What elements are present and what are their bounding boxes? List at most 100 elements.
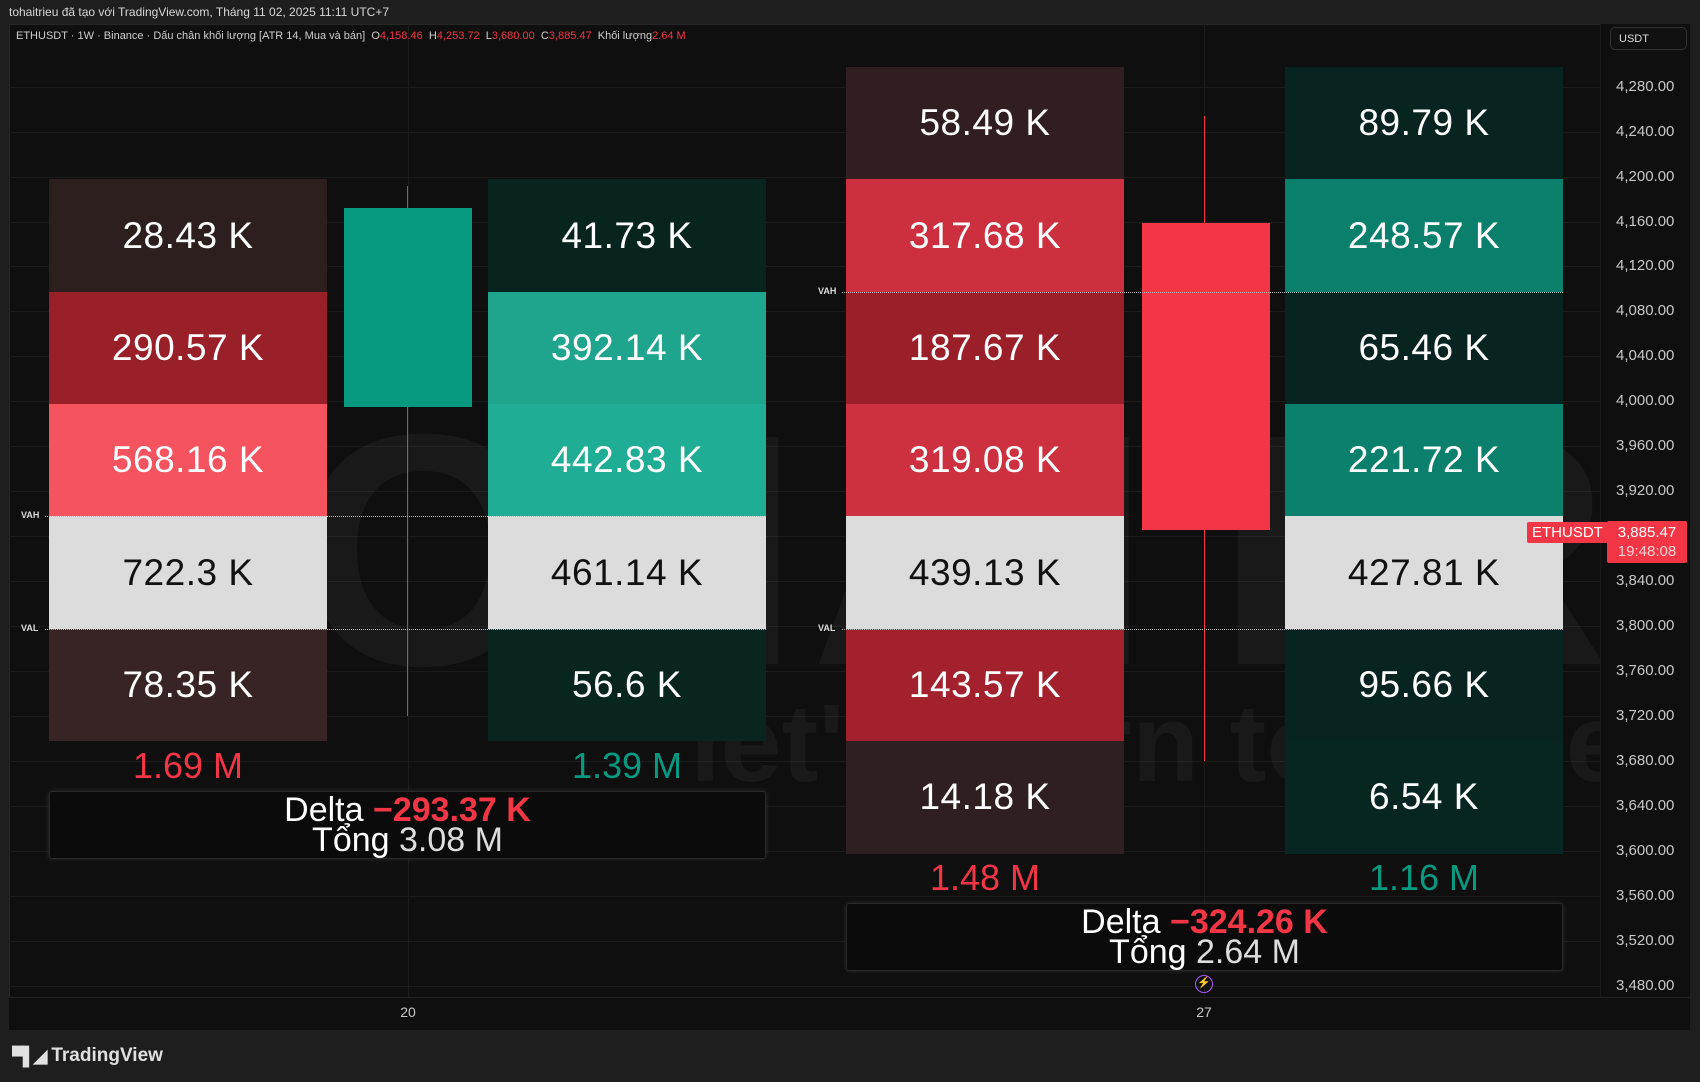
total-row: Tổng 3.08 M: [312, 823, 503, 857]
delta-box: Delta −324.26 K Tổng 2.64 M: [846, 903, 1563, 972]
high-value: 4,253.72: [436, 30, 480, 42]
grid-line: [9, 805, 1600, 807]
grid-line: [9, 131, 1600, 133]
price-tick: 4,040.00: [1616, 347, 1675, 365]
candle-body[interactable]: [344, 208, 472, 407]
grid-line: [9, 221, 1600, 223]
val-line: [842, 628, 1563, 630]
close-label: C: [540, 30, 549, 42]
buy-volume-cell[interactable]: 6.54 K: [1285, 740, 1563, 854]
grid-line: [9, 176, 1600, 178]
sell-volume-cell[interactable]: 319.08 K: [846, 403, 1124, 517]
close-value: 3,885.47: [548, 30, 592, 42]
price-tick: 4,000.00: [1616, 392, 1675, 410]
val-label: VAL: [21, 622, 39, 633]
price-tick: 3,920.00: [1616, 482, 1675, 500]
price-tick: 4,080.00: [1616, 302, 1675, 320]
sell-volume-cell[interactable]: 143.57 K: [846, 628, 1124, 742]
buy-total: 1.16 M: [1368, 857, 1480, 899]
price-axis[interactable]: [1600, 24, 1690, 997]
delta-box: Delta −293.37 K Tổng 3.08 M: [49, 790, 766, 859]
buy-volume-cell[interactable]: 41.73 K: [488, 179, 766, 293]
delta-label: Delta: [284, 790, 364, 829]
delta-value: −293.37 K: [372, 790, 531, 829]
val-label: VAL: [818, 622, 836, 633]
buy-volume-cell[interactable]: 392.14 K: [488, 291, 766, 405]
sell-volume-cell[interactable]: 317.68 K: [846, 179, 1124, 293]
grid-line: [9, 895, 1600, 897]
price-tick: 4,120.00: [1616, 257, 1675, 275]
symbol-price-tag: ETHUSDT: [1527, 522, 1608, 543]
volume-value: 2.64 M: [652, 30, 686, 42]
time-axis[interactable]: [9, 997, 1690, 1030]
price-tick: 3,840.00: [1616, 572, 1675, 590]
volume-label: Khối lượng: [597, 30, 653, 42]
sell-volume-cell[interactable]: 568.16 K: [49, 403, 327, 517]
buy-volume-cell[interactable]: 461.14 K: [488, 516, 766, 629]
price-tick: 3,680.00: [1616, 751, 1675, 769]
sell-volume-cell[interactable]: 78.35 K: [49, 628, 327, 742]
buy-volume-cell[interactable]: 56.6 K: [488, 628, 766, 742]
total-value: 3.08 M: [399, 820, 503, 859]
sell-volume-cell[interactable]: 28.43 K: [49, 179, 327, 293]
delta-row: Delta −293.37 K: [284, 793, 531, 827]
sell-volume-cell[interactable]: 290.57 K: [49, 291, 327, 405]
price-tick: 3,560.00: [1616, 886, 1675, 904]
low-value: 3,680.00: [491, 30, 535, 42]
grid-line: [408, 24, 409, 997]
grid-line: [9, 266, 1600, 268]
buy-volume-cell[interactable]: 442.83 K: [488, 403, 766, 517]
buy-volume-cell[interactable]: 248.57 K: [1285, 179, 1563, 293]
total-label: Tổng: [312, 820, 390, 859]
sell-volume-cell[interactable]: 187.67 K: [846, 291, 1124, 405]
total-label: Tổng: [1109, 933, 1187, 972]
sell-total: 1.69 M: [132, 744, 244, 786]
grid-line: [9, 311, 1600, 313]
price-tick: 3,640.00: [1616, 796, 1675, 814]
vah-line: [45, 516, 766, 518]
grid-line: [9, 401, 1600, 403]
buy-volume-cell[interactable]: 89.79 K: [1285, 67, 1563, 180]
sell-volume-cell[interactable]: 439.13 K: [846, 516, 1124, 629]
candle-wick: [407, 185, 408, 716]
buy-volume-cell[interactable]: 95.66 K: [1285, 628, 1563, 742]
grid-line: [9, 760, 1600, 762]
grid-line: [9, 850, 1600, 852]
price-tick: 3,600.00: [1616, 841, 1675, 859]
time-label: 20: [400, 1004, 416, 1020]
grid-line: [9, 86, 1600, 88]
grid-line: [9, 670, 1600, 672]
price-tick: 4,160.00: [1616, 212, 1675, 230]
sell-volume-cell[interactable]: 14.18 K: [846, 740, 1124, 854]
price-tick: 3,480.00: [1616, 976, 1675, 994]
vah-label: VAH: [21, 510, 40, 521]
buy-volume-cell[interactable]: 221.72 K: [1285, 403, 1563, 517]
chart-legend[interactable]: ETHUSDT · 1W · Binance · Dấu chân khối l…: [16, 30, 686, 42]
candle-body[interactable]: [1142, 223, 1270, 530]
tradingview-logo[interactable]: ▀▌◢ TradingView: [12, 1045, 163, 1067]
sell-volume-cell[interactable]: 58.49 K: [846, 67, 1124, 180]
price-tick: 3,520.00: [1616, 931, 1675, 949]
grid-line: [9, 446, 1600, 448]
grid-line: [9, 581, 1600, 583]
high-label: H: [428, 30, 437, 42]
price-tick: 4,240.00: [1616, 122, 1675, 140]
buy-volume-cell[interactable]: 427.81 K: [1285, 516, 1563, 629]
open-value: 4,158.46: [379, 30, 423, 42]
delta-label: Delta: [1081, 903, 1161, 942]
lightning-icon[interactable]: ⚡: [1195, 975, 1213, 993]
currency-button[interactable]: USDT: [1610, 27, 1687, 50]
grid-line: [9, 715, 1600, 717]
sell-total: 1.48 M: [929, 857, 1041, 899]
buy-total: 1.39 M: [571, 744, 683, 786]
price-tick: 3,760.00: [1616, 661, 1675, 679]
buy-volume-cell[interactable]: 65.46 K: [1285, 291, 1563, 405]
price-tick: 3,720.00: [1616, 706, 1675, 724]
last-price-tag: 3,885.47 19:48:08: [1607, 521, 1687, 563]
grid-line: [9, 940, 1600, 942]
grid-line: [9, 985, 1600, 987]
open-label: O: [371, 30, 380, 42]
sell-volume-cell[interactable]: 722.3 K: [49, 516, 327, 629]
total-row: Tổng 2.64 M: [1109, 935, 1300, 969]
price-tick: 4,280.00: [1616, 77, 1675, 95]
